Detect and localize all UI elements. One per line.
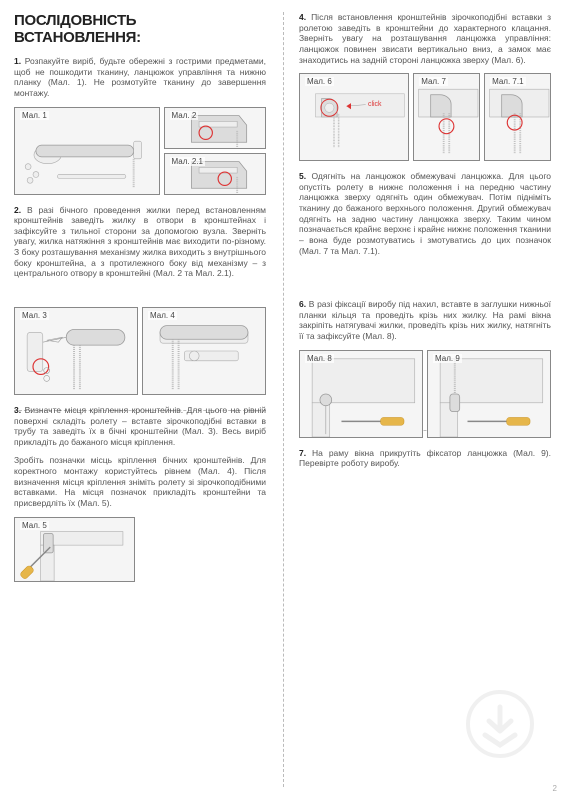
figure-2: Мал. 2 bbox=[164, 107, 267, 149]
fig-row-5: Мал. 8 Мал. 9 bbox=[299, 350, 551, 438]
figure-7: Мал. 7 bbox=[413, 73, 480, 161]
page-number: 2 bbox=[553, 784, 557, 793]
fig-row-4: Мал. 6 click Мал. 7 bbox=[299, 73, 551, 161]
step-2-body: В разі бічного проведення жилки перед вс… bbox=[14, 205, 266, 279]
figure-6-label: Мал. 6 bbox=[305, 77, 334, 86]
step-3b-text: Зробіть позначки місць кріплення бічних … bbox=[14, 455, 266, 508]
step-7-text: 7. На раму вікна прикрутіть фіксатор лан… bbox=[299, 448, 551, 469]
figure-4-label: Мал. 4 bbox=[148, 311, 177, 320]
figure-8-svg bbox=[300, 351, 422, 437]
figure-6-svg: click bbox=[300, 74, 408, 160]
figure-4: Мал. 4 bbox=[142, 307, 266, 395]
figure-7-label: Мал. 7 bbox=[419, 77, 448, 86]
figure-8-label: Мал. 8 bbox=[305, 354, 334, 363]
step-4-body: Після встановлення кронштейнів зірочкопо… bbox=[299, 12, 551, 65]
figure-2-1-label: Мал. 2.1 bbox=[170, 157, 205, 166]
figure-4-svg bbox=[143, 308, 265, 394]
figure-5-label: Мал. 5 bbox=[20, 521, 49, 530]
figure-9-label: Мал. 9 bbox=[433, 354, 462, 363]
fig-row-3: Мал. 5 bbox=[14, 517, 266, 582]
page-title: ПОСЛІДОВНІСТЬ ВСТАНОВЛЕННЯ: bbox=[14, 12, 266, 46]
figure-9-svg bbox=[428, 351, 550, 437]
figure-7-1-svg bbox=[485, 74, 550, 160]
step-3-body: Визначте місця кріплення кронштейнів. Дл… bbox=[14, 405, 266, 447]
figure-3-label: Мал. 3 bbox=[20, 311, 49, 320]
figure-5: Мал. 5 bbox=[14, 517, 135, 582]
step-1-body: Розпакуйте виріб, будьте обережні з гост… bbox=[14, 56, 266, 98]
column-divider bbox=[283, 12, 284, 787]
step-4-text: 4. Після встановлення кронштейнів зірочк… bbox=[299, 12, 551, 65]
step-5-body: Одягніть на ланцюжок обмежувачі ланцюжка… bbox=[299, 171, 551, 255]
step-5-text: 5. Одягніть на ланцюжок обмежувачі ланцю… bbox=[299, 171, 551, 256]
click-label: click bbox=[368, 101, 382, 108]
fig-row-1: Мал. 1 Мал. 2 bbox=[14, 107, 266, 195]
step-3b-body: Зробіть позначки місць кріплення бічних … bbox=[14, 455, 266, 508]
instruction-page: ПОСЛІДОВНІСТЬ ВСТАНОВЛЕННЯ: 1. Розпакуйт… bbox=[0, 0, 565, 799]
step-7-body: На раму вікна прикрутіть фіксатор ланцюж… bbox=[299, 448, 551, 469]
left-column: ПОСЛІДОВНІСТЬ ВСТАНОВЛЕННЯ: 1. Розпакуйт… bbox=[14, 12, 266, 787]
figure-8: Мал. 8 bbox=[299, 350, 423, 438]
figure-7-1-label: Мал. 7.1 bbox=[490, 77, 525, 86]
right-column: 4. Після встановлення кронштейнів зірочк… bbox=[299, 12, 551, 787]
figure-1-svg bbox=[15, 108, 159, 194]
figure-9: Мал. 9 bbox=[427, 350, 551, 438]
figure-3: Мал. 3 bbox=[14, 307, 138, 395]
figure-1-label: Мал. 1 bbox=[20, 111, 49, 120]
step-6-body: В разі фіксації виробу під нахил, вставт… bbox=[299, 299, 551, 341]
figure-2-label: Мал. 2 bbox=[170, 111, 199, 120]
step-2-text: 2. В разі бічного проведення жилки перед… bbox=[14, 205, 266, 279]
fig-row-2: Мал. 3 Мал. 4 bbox=[14, 307, 266, 395]
figure-7-svg bbox=[414, 74, 479, 160]
figure-3-svg bbox=[15, 308, 137, 394]
figure-7-1: Мал. 7.1 bbox=[484, 73, 551, 161]
figure-1: Мал. 1 bbox=[14, 107, 160, 195]
figure-6: Мал. 6 click bbox=[299, 73, 409, 161]
step-6-text: 6. В разі фіксації виробу під нахил, вст… bbox=[299, 299, 551, 342]
step-1-text: 1. Розпакуйте виріб, будьте обережні з г… bbox=[14, 56, 266, 99]
step-3-text: 3. Визначте місця кріплення кронштейнів.… bbox=[14, 405, 266, 448]
figure-2-1: Мал. 2.1 bbox=[164, 153, 267, 195]
